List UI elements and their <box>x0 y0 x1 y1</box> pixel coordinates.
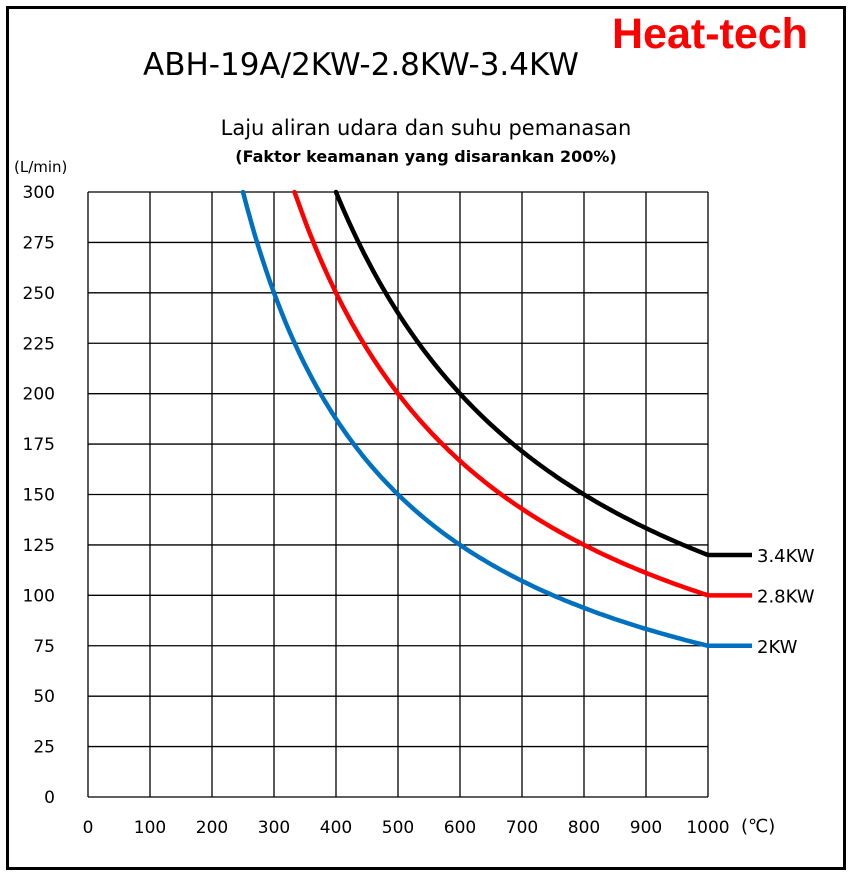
chart-title: ABH-19A/2KW-2.8KW-3.4KW <box>143 47 579 83</box>
x-axis-unit: (℃) <box>741 816 776 837</box>
legend-label-2.8KW: 2.8KW <box>757 586 815 607</box>
series-line-2.8KW <box>292 189 711 598</box>
y-tick-label: 75 <box>33 637 55 657</box>
y-tick-label: 150 <box>23 486 55 506</box>
chart-frame <box>6 6 846 870</box>
x-tick-label: 700 <box>506 818 538 838</box>
chart-subtitle: Laju aliran udara dan suhu pemanasan <box>220 116 632 140</box>
series-line-2KW <box>240 189 711 649</box>
y-axis-unit: (L/min) <box>14 158 68 176</box>
y-tick-label: 200 <box>23 385 55 405</box>
x-tick-label: 100 <box>134 818 166 838</box>
brand-logo: Heat-tech <box>612 10 808 58</box>
x-tick-label: 900 <box>630 818 662 838</box>
y-tick-label: 275 <box>23 233 55 253</box>
x-tick-label: 300 <box>258 818 290 838</box>
y-tick-label: 300 <box>23 183 55 203</box>
y-tick-label: 125 <box>23 536 55 556</box>
y-tick-label: 250 <box>23 284 55 304</box>
x-tick-label: 0 <box>83 818 94 838</box>
x-tick-label: 400 <box>320 818 352 838</box>
series-line-3.4KW <box>333 189 711 558</box>
y-tick-label: 175 <box>23 435 55 455</box>
y-tick-label: 25 <box>33 738 55 758</box>
y-tick-label: 0 <box>44 788 55 808</box>
y-tick-label: 50 <box>33 687 55 707</box>
x-tick-label: 800 <box>568 818 600 838</box>
x-tick-label: 1000 <box>686 818 729 838</box>
y-tick-label: 100 <box>23 586 55 606</box>
legend-label-3.4KW: 3.4KW <box>757 546 815 567</box>
x-tick-label: 200 <box>196 818 228 838</box>
x-tick-label: 600 <box>444 818 476 838</box>
y-tick-label: 225 <box>23 334 55 354</box>
x-tick-label: 500 <box>382 818 414 838</box>
legend-label-2KW: 2KW <box>757 637 798 658</box>
chart-note: (Faktor keamanan yang disarankan 200%) <box>235 147 617 166</box>
